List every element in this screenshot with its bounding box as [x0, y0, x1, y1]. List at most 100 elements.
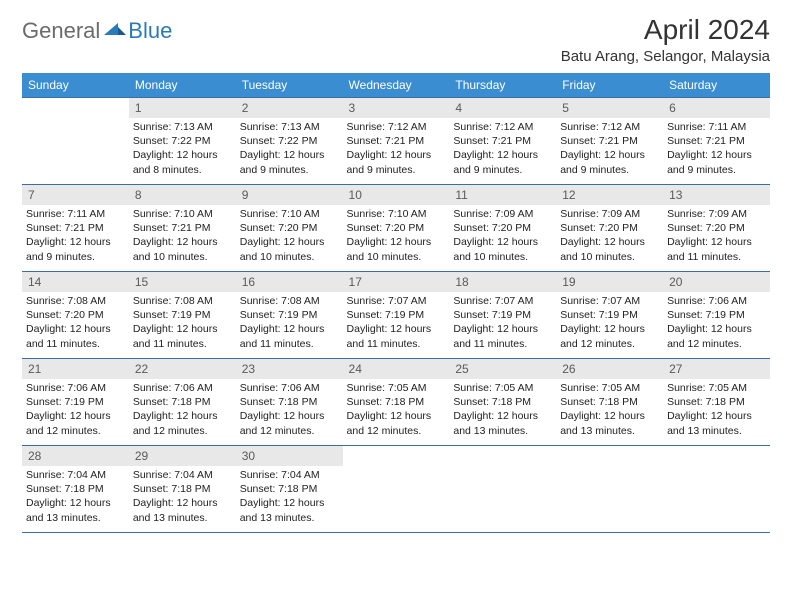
- sunset-line: Sunset: 7:21 PM: [453, 134, 552, 148]
- day-body: Sunrise: 7:07 AMSunset: 7:19 PMDaylight:…: [343, 292, 450, 357]
- day-body: Sunrise: 7:13 AMSunset: 7:22 PMDaylight:…: [129, 118, 236, 183]
- day-number: 20: [663, 272, 770, 292]
- daylight-line-2: and 12 minutes.: [133, 424, 232, 438]
- sunrise-line: Sunrise: 7:08 AM: [240, 294, 339, 308]
- calendar-row: 28Sunrise: 7:04 AMSunset: 7:18 PMDayligh…: [22, 446, 770, 533]
- day-body: Sunrise: 7:05 AMSunset: 7:18 PMDaylight:…: [663, 379, 770, 444]
- day-cell: 12Sunrise: 7:09 AMSunset: 7:20 PMDayligh…: [556, 185, 663, 272]
- day-cell: 2Sunrise: 7:13 AMSunset: 7:22 PMDaylight…: [236, 98, 343, 185]
- daylight-line-1: Daylight: 12 hours: [26, 496, 125, 510]
- daylight-line-1: Daylight: 12 hours: [240, 235, 339, 249]
- sunrise-line: Sunrise: 7:11 AM: [667, 120, 766, 134]
- sunset-line: Sunset: 7:22 PM: [240, 134, 339, 148]
- sunset-line: Sunset: 7:22 PM: [133, 134, 232, 148]
- day-body: Sunrise: 7:12 AMSunset: 7:21 PMDaylight:…: [449, 118, 556, 183]
- sunset-line: Sunset: 7:19 PM: [240, 308, 339, 322]
- daylight-line-1: Daylight: 12 hours: [667, 235, 766, 249]
- daylight-line-2: and 9 minutes.: [240, 163, 339, 177]
- day-body: Sunrise: 7:12 AMSunset: 7:21 PMDaylight:…: [556, 118, 663, 183]
- day-number: 15: [129, 272, 236, 292]
- daylight-line-1: Daylight: 12 hours: [26, 322, 125, 336]
- page-title: April 2024: [561, 14, 770, 46]
- calendar-row: 7Sunrise: 7:11 AMSunset: 7:21 PMDaylight…: [22, 185, 770, 272]
- day-number: 9: [236, 185, 343, 205]
- sunrise-line: Sunrise: 7:07 AM: [453, 294, 552, 308]
- sunset-line: Sunset: 7:18 PM: [347, 395, 446, 409]
- day-cell: 5Sunrise: 7:12 AMSunset: 7:21 PMDaylight…: [556, 98, 663, 185]
- day-number: 11: [449, 185, 556, 205]
- daylight-line-1: Daylight: 12 hours: [133, 235, 232, 249]
- daylight-line-1: Daylight: 12 hours: [560, 409, 659, 423]
- sunset-line: Sunset: 7:19 PM: [667, 308, 766, 322]
- day-body: Sunrise: 7:05 AMSunset: 7:18 PMDaylight:…: [343, 379, 450, 444]
- day-number: 27: [663, 359, 770, 379]
- calendar-body: 1Sunrise: 7:13 AMSunset: 7:22 PMDaylight…: [22, 98, 770, 533]
- day-body: Sunrise: 7:08 AMSunset: 7:20 PMDaylight:…: [22, 292, 129, 357]
- day-body: Sunrise: 7:06 AMSunset: 7:18 PMDaylight:…: [236, 379, 343, 444]
- weekday-header: Monday: [129, 73, 236, 98]
- empty-cell: [449, 446, 556, 533]
- daylight-line-2: and 13 minutes.: [133, 511, 232, 525]
- daylight-line-1: Daylight: 12 hours: [453, 322, 552, 336]
- day-body: Sunrise: 7:06 AMSunset: 7:19 PMDaylight:…: [22, 379, 129, 444]
- sunrise-line: Sunrise: 7:13 AM: [133, 120, 232, 134]
- daylight-line-2: and 10 minutes.: [453, 250, 552, 264]
- day-cell: 10Sunrise: 7:10 AMSunset: 7:20 PMDayligh…: [343, 185, 450, 272]
- day-cell: 13Sunrise: 7:09 AMSunset: 7:20 PMDayligh…: [663, 185, 770, 272]
- day-cell: 26Sunrise: 7:05 AMSunset: 7:18 PMDayligh…: [556, 359, 663, 446]
- daylight-line-2: and 11 minutes.: [347, 337, 446, 351]
- daylight-line-1: Daylight: 12 hours: [240, 322, 339, 336]
- sunrise-line: Sunrise: 7:09 AM: [560, 207, 659, 221]
- header: General Blue April 2024 Batu Arang, Sela…: [22, 14, 770, 65]
- day-body: Sunrise: 7:08 AMSunset: 7:19 PMDaylight:…: [236, 292, 343, 357]
- daylight-line-1: Daylight: 12 hours: [26, 409, 125, 423]
- daylight-line-1: Daylight: 12 hours: [133, 322, 232, 336]
- daylight-line-2: and 8 minutes.: [133, 163, 232, 177]
- day-number: 28: [22, 446, 129, 466]
- day-body: Sunrise: 7:09 AMSunset: 7:20 PMDaylight:…: [556, 205, 663, 270]
- weekday-header: Thursday: [449, 73, 556, 98]
- day-cell: 25Sunrise: 7:05 AMSunset: 7:18 PMDayligh…: [449, 359, 556, 446]
- daylight-line-2: and 13 minutes.: [560, 424, 659, 438]
- logo: General Blue: [22, 18, 172, 44]
- daylight-line-2: and 9 minutes.: [560, 163, 659, 177]
- daylight-line-2: and 11 minutes.: [240, 337, 339, 351]
- daylight-line-1: Daylight: 12 hours: [133, 409, 232, 423]
- daylight-line-2: and 13 minutes.: [26, 511, 125, 525]
- daylight-line-1: Daylight: 12 hours: [667, 409, 766, 423]
- sunrise-line: Sunrise: 7:09 AM: [453, 207, 552, 221]
- daylight-line-2: and 12 minutes.: [560, 337, 659, 351]
- sunset-line: Sunset: 7:19 PM: [26, 395, 125, 409]
- day-body: Sunrise: 7:09 AMSunset: 7:20 PMDaylight:…: [663, 205, 770, 270]
- daylight-line-2: and 11 minutes.: [133, 337, 232, 351]
- sunset-line: Sunset: 7:20 PM: [560, 221, 659, 235]
- day-number: 2: [236, 98, 343, 118]
- day-body: Sunrise: 7:04 AMSunset: 7:18 PMDaylight:…: [22, 466, 129, 531]
- sunrise-line: Sunrise: 7:04 AM: [133, 468, 232, 482]
- sunset-line: Sunset: 7:18 PM: [240, 482, 339, 496]
- sunset-line: Sunset: 7:19 PM: [453, 308, 552, 322]
- day-number: 5: [556, 98, 663, 118]
- daylight-line-2: and 10 minutes.: [560, 250, 659, 264]
- sunrise-line: Sunrise: 7:09 AM: [667, 207, 766, 221]
- sunrise-line: Sunrise: 7:07 AM: [347, 294, 446, 308]
- day-body: Sunrise: 7:10 AMSunset: 7:20 PMDaylight:…: [236, 205, 343, 270]
- daylight-line-1: Daylight: 12 hours: [347, 235, 446, 249]
- sunset-line: Sunset: 7:21 PM: [560, 134, 659, 148]
- day-body: Sunrise: 7:10 AMSunset: 7:21 PMDaylight:…: [129, 205, 236, 270]
- day-number: 14: [22, 272, 129, 292]
- sunset-line: Sunset: 7:18 PM: [667, 395, 766, 409]
- sunrise-line: Sunrise: 7:13 AM: [240, 120, 339, 134]
- sunrise-line: Sunrise: 7:10 AM: [347, 207, 446, 221]
- sunrise-line: Sunrise: 7:05 AM: [453, 381, 552, 395]
- day-cell: 28Sunrise: 7:04 AMSunset: 7:18 PMDayligh…: [22, 446, 129, 533]
- day-number: 30: [236, 446, 343, 466]
- daylight-line-1: Daylight: 12 hours: [347, 322, 446, 336]
- day-body: Sunrise: 7:08 AMSunset: 7:19 PMDaylight:…: [129, 292, 236, 357]
- daylight-line-1: Daylight: 12 hours: [347, 409, 446, 423]
- daylight-line-1: Daylight: 12 hours: [453, 148, 552, 162]
- sunset-line: Sunset: 7:19 PM: [133, 308, 232, 322]
- sunrise-line: Sunrise: 7:04 AM: [26, 468, 125, 482]
- daylight-line-1: Daylight: 12 hours: [453, 235, 552, 249]
- daylight-line-1: Daylight: 12 hours: [133, 496, 232, 510]
